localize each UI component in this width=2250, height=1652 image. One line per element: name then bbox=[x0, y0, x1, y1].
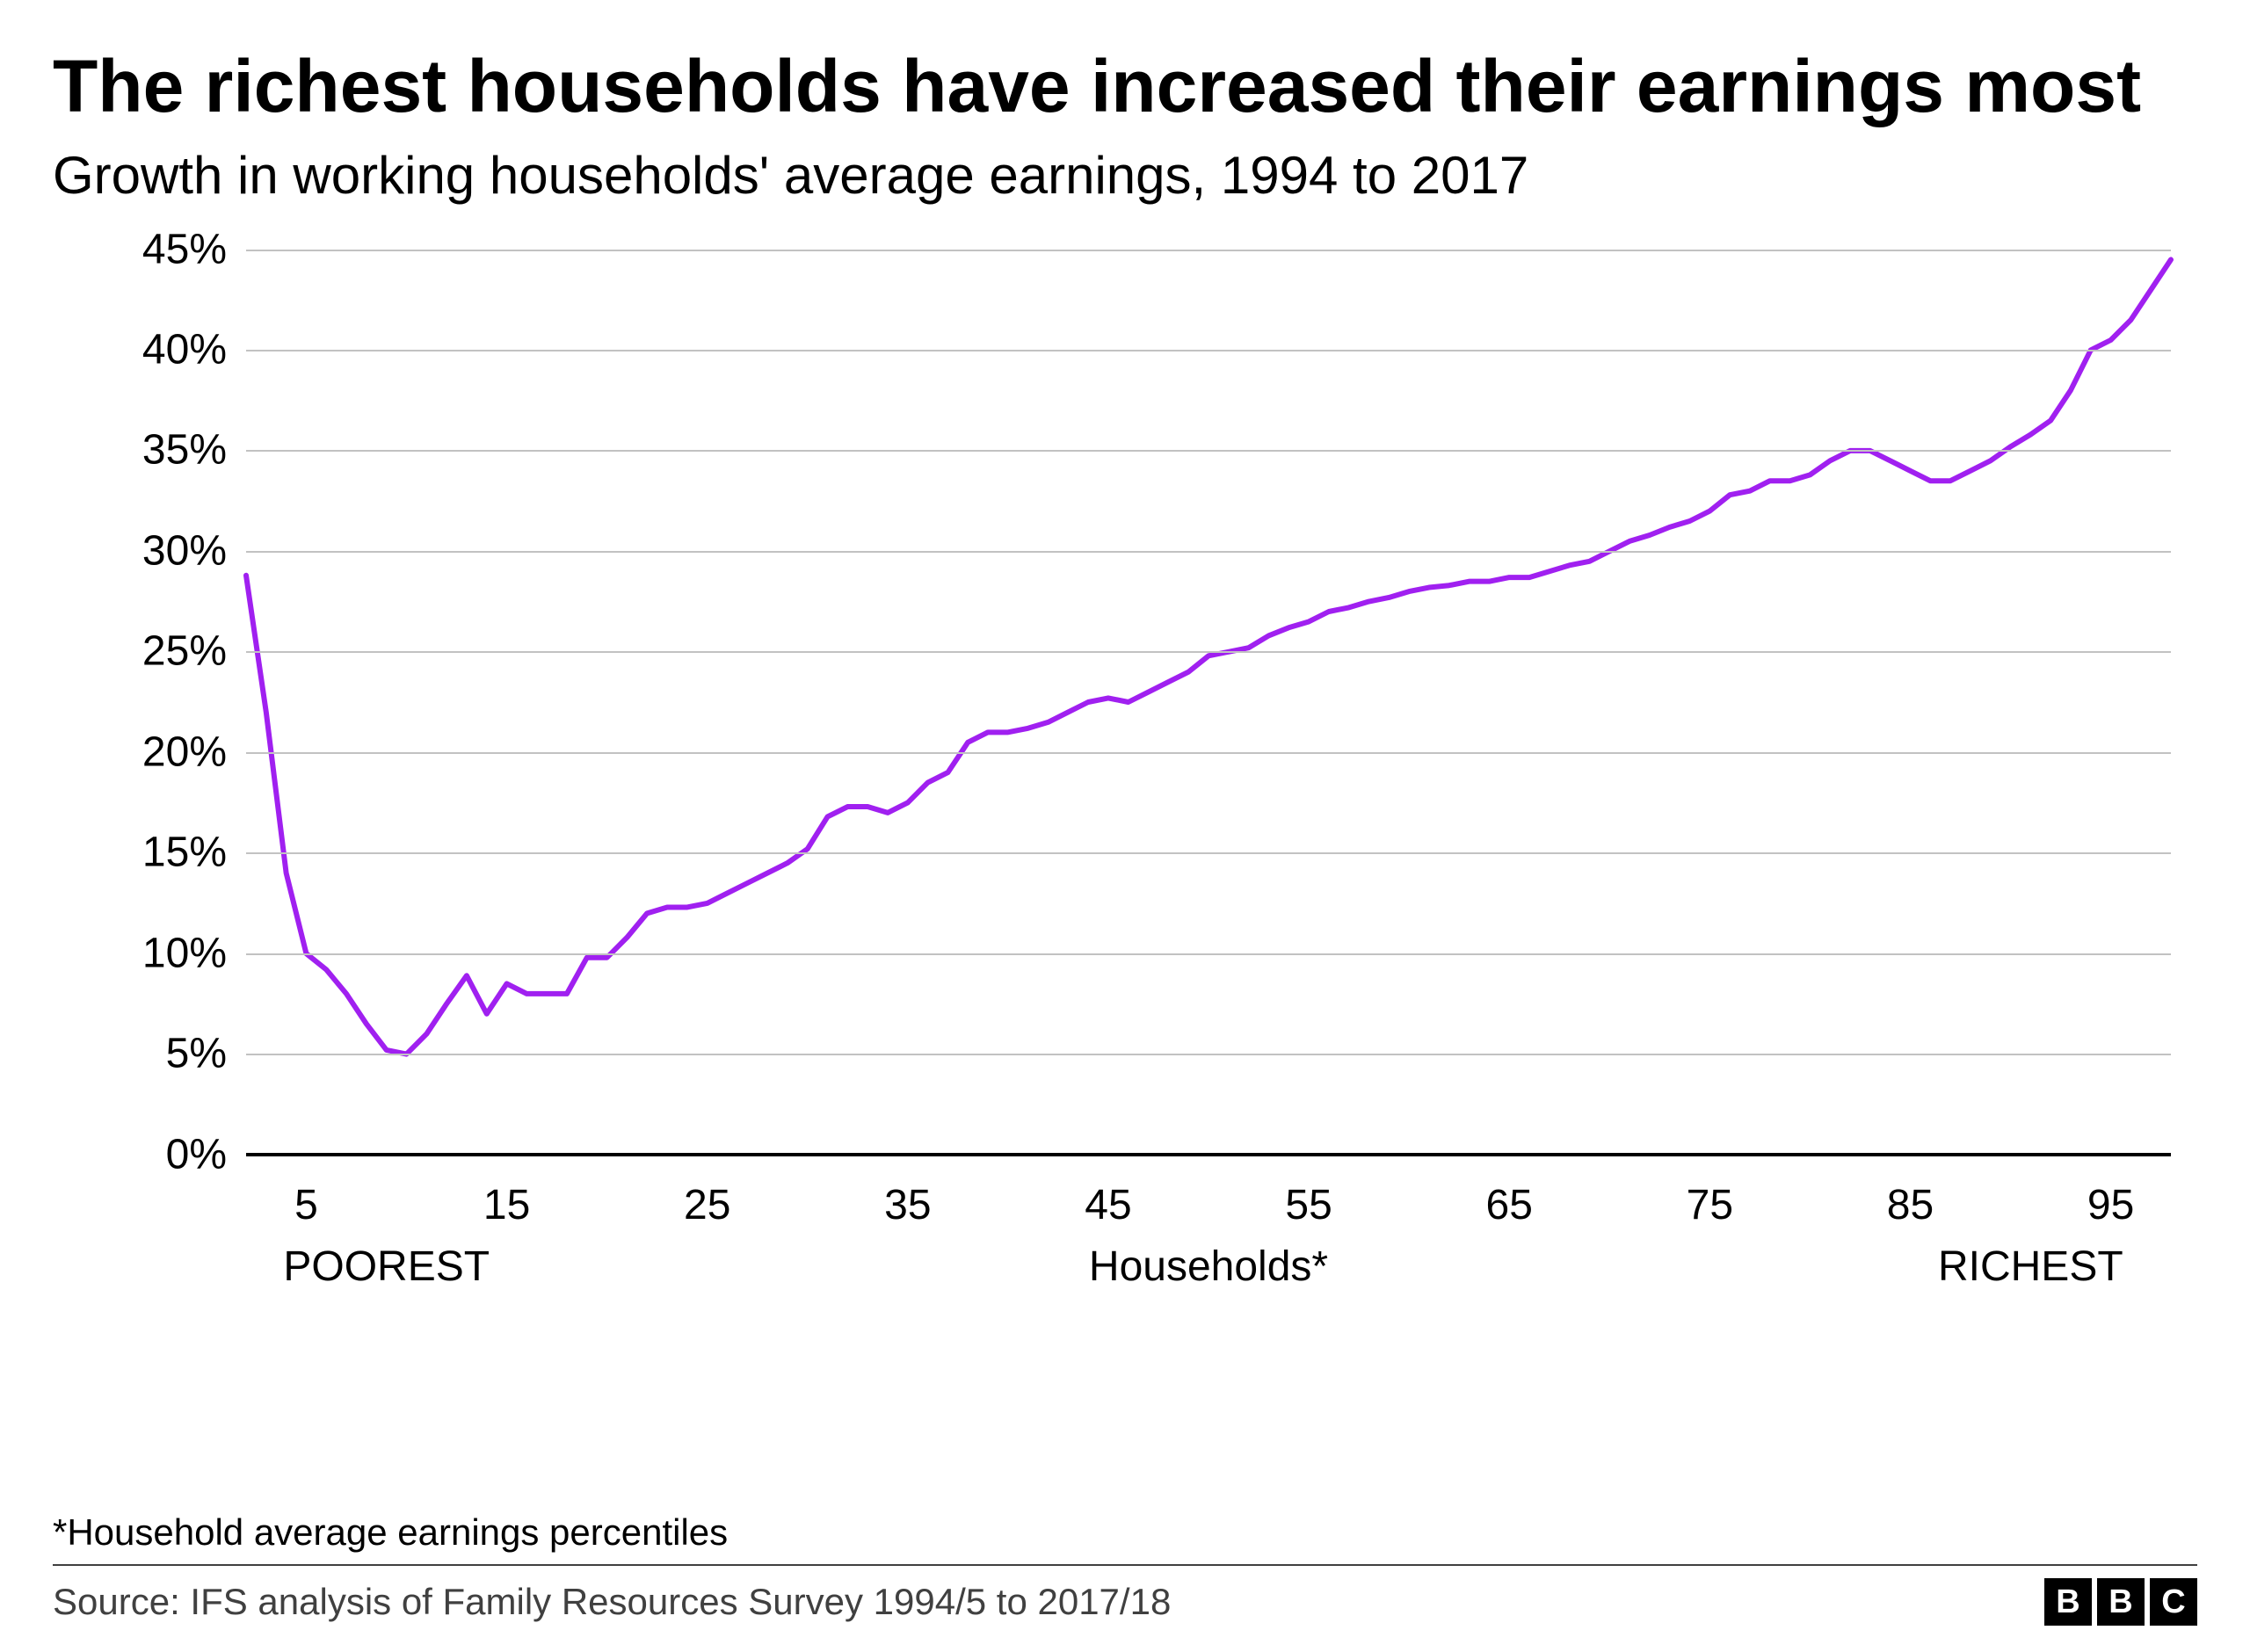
x-axis-baseline bbox=[246, 1153, 2171, 1156]
bbc-logo-box: C bbox=[2150, 1578, 2197, 1626]
x-axis-annotation: RICHEST bbox=[1938, 1243, 2123, 1291]
x-tick-label: 55 bbox=[1285, 1181, 1332, 1229]
y-tick-label: 35% bbox=[51, 426, 227, 475]
y-tick-label: 15% bbox=[51, 829, 227, 877]
x-axis-annotation: Households* bbox=[1089, 1243, 1328, 1291]
bbc-logo-box: B bbox=[2097, 1578, 2145, 1626]
bbc-logo: BBC bbox=[2044, 1578, 2197, 1626]
footnote: *Household average earnings percentiles bbox=[53, 1511, 2197, 1554]
x-tick-label: 75 bbox=[1687, 1181, 1733, 1229]
source-text: Source: IFS analysis of Family Resources… bbox=[53, 1581, 1171, 1623]
gridline bbox=[246, 1054, 2171, 1055]
series-line bbox=[246, 259, 2171, 1054]
x-tick-label: 5 bbox=[294, 1181, 318, 1229]
x-tick-label: 45 bbox=[1085, 1181, 1131, 1229]
line-svg bbox=[246, 250, 2171, 1155]
y-tick-label: 45% bbox=[51, 225, 227, 273]
y-tick-label: 0% bbox=[51, 1130, 227, 1178]
bbc-logo-box: B bbox=[2044, 1578, 2092, 1626]
gridline bbox=[246, 651, 2171, 653]
plot-area: 0%5%10%15%20%25%30%35%40%45%515253545556… bbox=[246, 250, 2171, 1155]
x-tick-label: 25 bbox=[684, 1181, 730, 1229]
gridline bbox=[246, 551, 2171, 553]
x-axis-annotation: POOREST bbox=[283, 1243, 490, 1291]
y-tick-label: 5% bbox=[51, 1030, 227, 1078]
chart-title: The richest households have increased th… bbox=[53, 44, 2197, 129]
x-tick-label: 35 bbox=[884, 1181, 931, 1229]
x-tick-label: 15 bbox=[483, 1181, 530, 1229]
y-tick-label: 20% bbox=[51, 728, 227, 776]
gridline bbox=[246, 852, 2171, 854]
gridline bbox=[246, 450, 2171, 452]
gridline bbox=[246, 250, 2171, 251]
x-tick-label: 85 bbox=[1887, 1181, 1934, 1229]
gridline bbox=[246, 752, 2171, 754]
gridline bbox=[246, 953, 2171, 955]
chart-area: 0%5%10%15%20%25%30%35%40%45%515253545556… bbox=[53, 232, 2197, 1501]
y-tick-label: 30% bbox=[51, 526, 227, 575]
y-tick-label: 40% bbox=[51, 326, 227, 374]
x-tick-label: 95 bbox=[2087, 1181, 2134, 1229]
y-tick-label: 10% bbox=[51, 929, 227, 977]
footer-bar: Source: IFS analysis of Family Resources… bbox=[53, 1564, 2197, 1626]
y-tick-label: 25% bbox=[51, 627, 227, 676]
gridline bbox=[246, 350, 2171, 351]
x-tick-label: 65 bbox=[1485, 1181, 1532, 1229]
chart-subtitle: Growth in working households' average ea… bbox=[53, 145, 2197, 206]
